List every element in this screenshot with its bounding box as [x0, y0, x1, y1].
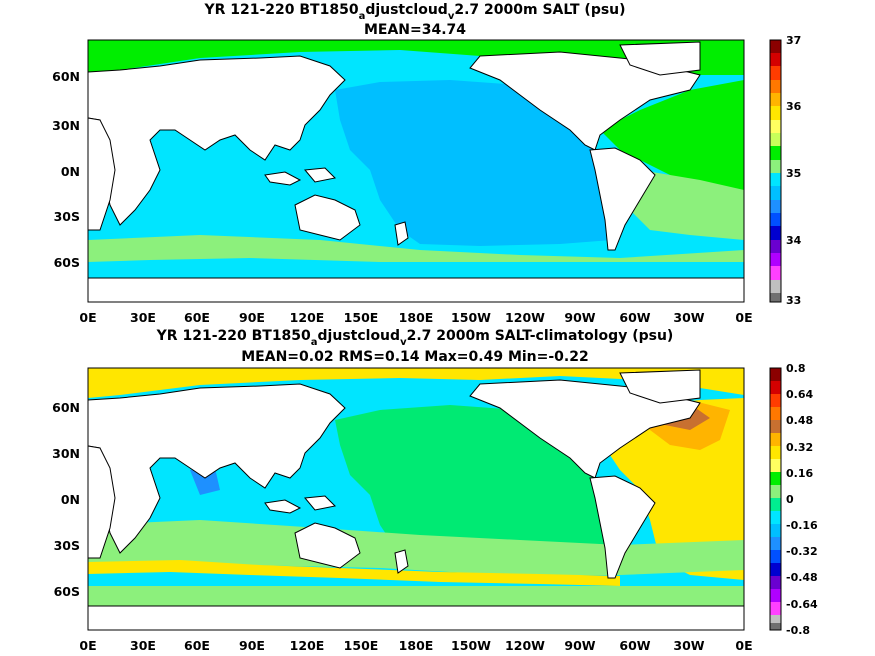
panel1-map: [87, 39, 745, 303]
panel1-cb-label: 37: [786, 34, 801, 47]
panel1-lon-label: 120W: [505, 310, 545, 325]
panel1-lat-label: 60S: [54, 255, 80, 270]
panel2-colorbar: [769, 367, 782, 631]
panel2-cb-label: 0.64: [786, 388, 813, 401]
panel2-lon-label: 30W: [673, 638, 704, 653]
panel2-lon-label: 120W: [505, 638, 545, 653]
panel1-arctic-green: [88, 40, 744, 75]
panel1-lon-label: 90W: [564, 310, 595, 325]
panel2-lon-label: 0E: [735, 638, 752, 653]
panel2-title-line2: MEAN=0.02 RMS=0.14 Max=0.49 Min=-0.22: [241, 349, 588, 365]
panel2-cb-label: 0: [786, 493, 794, 506]
panel1-colorbar: [769, 39, 782, 303]
panel2-cb-label: -0.48: [786, 571, 818, 584]
panel1-colorbar-labels: 37 36 35 34 33: [786, 34, 802, 307]
panel2-lat-label: 30S: [54, 538, 80, 553]
panel1-title-line2: MEAN=34.74: [364, 22, 466, 38]
panel2-lon-label: 60E: [184, 638, 210, 653]
panel2-colorbar-labels: 0.8 0.64 0.48 0.32 0.16 0 -0.16 -0.32 -0…: [786, 362, 818, 637]
panel1-lon-label: 60W: [619, 310, 650, 325]
panel2-lon-label: 0E: [79, 638, 96, 653]
panel2-lon-label: 30E: [130, 638, 156, 653]
panel2-indian-blue: [190, 468, 220, 495]
panel1-lat-label: 0N: [61, 164, 80, 179]
panel2-lon-label: 90W: [564, 638, 595, 653]
panel1-map-frame: [87, 39, 745, 303]
panel2-pacific-green: [335, 405, 612, 574]
panel1-lon-label: 60E: [184, 310, 210, 325]
panel2-lon-label: 60W: [619, 638, 650, 653]
panel2-cb-label: 0.16: [786, 467, 813, 480]
panel2-arctic-yellow: [88, 368, 744, 398]
panel1-lon-label: 120E: [290, 310, 325, 325]
panel2-lat-label: 30N: [52, 446, 80, 461]
panel2-lon-label: 120E: [290, 638, 325, 653]
panel2-antarctic-strip: [88, 586, 744, 606]
panel1-lat-axis: 60N 30N 0N 30S 60S: [52, 69, 80, 270]
panel1-lon-axis: 0E 30E 60E 90E 120E 150E 180E 150W 120W …: [79, 310, 752, 325]
panel2-lat-label: 0N: [61, 492, 80, 507]
panel2-southern-yellow: [88, 560, 620, 586]
panel2-lon-label: 180E: [399, 638, 434, 653]
panel1-title-line1: YR 121-220 BT1850adjustcloudv2.7 2000m S…: [203, 2, 625, 22]
panel2-cb-label: 0.8: [786, 362, 806, 375]
panel2-lat-label: 60S: [54, 584, 80, 599]
panel2-lon-axis: 0E 30E 60E 90E 120E 150E 180E 150W 120W …: [79, 638, 752, 653]
panel2-lon-label: 150W: [451, 638, 491, 653]
panel1-pacific-blue: [335, 80, 612, 246]
panel1-cb-label: 33: [786, 294, 801, 307]
panel1-cb-label: 35: [786, 167, 801, 180]
panel2-lat-label: 60N: [52, 400, 80, 415]
panel2-cb-label: -0.16: [786, 519, 818, 532]
panel1-antarctic-strip: [88, 262, 744, 278]
panel1-southern-green: [88, 235, 744, 270]
panel2-lon-label: 150E: [344, 638, 379, 653]
panel1-lon-label: 180E: [399, 310, 434, 325]
panel2-cb-label: -0.64: [786, 598, 818, 611]
panel1-lon-label: 150W: [451, 310, 491, 325]
panel1-lon-label: 30E: [130, 310, 156, 325]
panel1-atlantic-green: [600, 80, 744, 200]
panel1-lat-label: 30N: [52, 118, 80, 133]
panel2-lon-label: 90E: [239, 638, 265, 653]
panel1-cb-label: 34: [786, 234, 802, 247]
panel1-lon-label: 0E: [735, 310, 752, 325]
panel1-cb-label: 36: [786, 100, 802, 113]
panel2-cb-label: 0.32: [786, 441, 813, 454]
panel2-cb-label: -0.8: [786, 624, 810, 637]
panel1-lon-label: 90E: [239, 310, 265, 325]
panel2-map: [87, 367, 745, 631]
panel1-south-atlantic: [630, 170, 744, 240]
panel2-cb-label: -0.32: [786, 545, 818, 558]
panel1-lat-label: 30S: [54, 209, 80, 224]
panel1-lon-label: 30W: [673, 310, 704, 325]
panel2-lat-axis: 60N 30N 0N 30S 60S: [52, 400, 80, 599]
panel2-land: [87, 369, 745, 631]
panel2-cb-label: 0.48: [786, 414, 813, 427]
panel2-title-line1: YR 121-220 BT1850adjustcloudv2.7 2000m S…: [156, 328, 674, 348]
panel1-lat-label: 60N: [52, 69, 80, 84]
panel1-lon-label: 0E: [79, 310, 96, 325]
panel2-map-frame: [87, 367, 745, 631]
panel2-southern-green: [88, 520, 744, 575]
panel1-lon-label: 150E: [344, 310, 379, 325]
